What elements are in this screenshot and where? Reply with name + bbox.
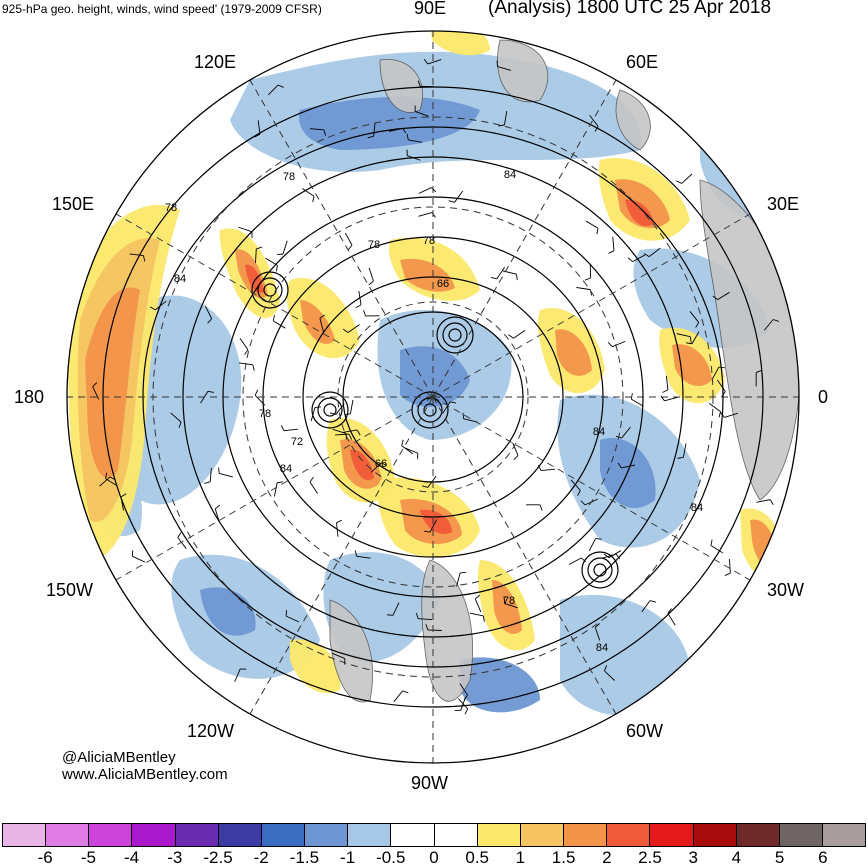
colorbar-tick: 6 (818, 848, 827, 868)
contour-label: 78 (368, 239, 380, 251)
colorbar-tick: 0.5 (465, 848, 489, 868)
colorbar-tick: -2.5 (203, 848, 232, 868)
colorbar-swatch (478, 824, 521, 846)
colorbar-swatch (391, 824, 434, 846)
contour-label: 84 (174, 273, 186, 285)
lon-label-120w: 120W (187, 721, 234, 742)
contour-label: 84 (596, 642, 608, 654)
colorbar-tick: 5 (775, 848, 784, 868)
contour-label: 84 (280, 463, 292, 475)
credit-handle: @AliciaMBentley (62, 749, 176, 766)
credit-website: www.AliciaMBentley.com (62, 766, 228, 783)
colorbar-tick: 1.5 (552, 848, 576, 868)
colorbar-swatch (176, 824, 219, 846)
contour-label: 66 (375, 458, 387, 470)
colorbar-tick: -3 (167, 848, 182, 868)
lon-label-150e: 150E (52, 194, 94, 215)
lon-label-90w: 90W (411, 773, 448, 794)
wind-barb-staff (428, 630, 442, 631)
colorbar-tick: 0 (429, 848, 438, 868)
colorbar-swatch (262, 824, 305, 846)
contour-label: 78 (503, 595, 515, 607)
contour-label: 78 (165, 202, 177, 214)
colorbar-tick: -0.5 (376, 848, 405, 868)
contour-label: 78 (259, 408, 271, 420)
colorbar-tick: 2 (602, 848, 611, 868)
colorbar-swatch (607, 824, 650, 846)
colorbar-tick: -6 (38, 848, 53, 868)
colorbar (2, 823, 866, 847)
polar-map: 84 78 78 78 78 66 84 78 72 66 84 84 84 78 84 (0, 0, 868, 820)
colorbar-ticks: -6 -5 -4 -3 -2.5 -2 -1.5 -1 -0.5 0 0.5 1 1.5 2 2.5 3 4 5 6 (2, 848, 866, 865)
lon-label-180: 180 (14, 387, 44, 408)
colorbar-swatch (89, 824, 132, 846)
colorbar-tick: -1 (340, 848, 355, 868)
wind-barb-flag (460, 572, 466, 573)
lon-label-60e: 60E (626, 52, 658, 73)
lon-label-30e: 30E (767, 194, 799, 215)
colorbar-swatch (694, 824, 737, 846)
lon-label-90e: 90E (414, 0, 446, 19)
contour-label: 78 (423, 235, 435, 247)
contour-label: 84 (504, 169, 516, 181)
colorbar-swatch (219, 824, 262, 846)
wind-barb-flag (315, 407, 321, 408)
lon-label-150w: 150W (46, 580, 93, 601)
colorbar-tick: -5 (81, 848, 96, 868)
colorbar-swatch (780, 824, 823, 846)
colorbar-tick: -4 (124, 848, 139, 868)
colorbar-swatch (305, 824, 348, 846)
colorbar-swatch (132, 824, 175, 846)
colorbar-swatch (46, 824, 89, 846)
lon-label-120e: 120E (194, 52, 236, 73)
contour-label: 84 (593, 426, 605, 438)
contour-label: 66 (437, 278, 449, 290)
contour-label: 78 (283, 171, 295, 183)
chart-title: 925-hPa geo. height, winds, wind speed' … (2, 2, 322, 16)
colorbar-swatch (348, 824, 391, 846)
contour-label: 84 (691, 502, 703, 514)
lon-label-60w: 60W (626, 721, 663, 742)
colorbar-tick: 2.5 (638, 848, 662, 868)
colorbar-tick: 4 (732, 848, 741, 868)
lon-label-30w: 30W (767, 580, 804, 601)
colorbar-swatch (435, 824, 478, 846)
colorbar-swatch (650, 824, 693, 846)
colorbar-swatch (823, 824, 865, 846)
colorbar-tick: 1 (516, 848, 525, 868)
lon-label-0: 0 (818, 387, 828, 408)
valid-time: (Analysis) 1800 UTC 25 Apr 2018 (488, 0, 771, 19)
colorbar-swatch (564, 824, 607, 846)
colorbar-swatch (3, 824, 46, 846)
colorbar-swatch (737, 824, 780, 846)
colorbar-tick: 3 (688, 848, 697, 868)
colorbar-tick: -1.5 (290, 848, 319, 868)
contour-label: 72 (291, 436, 303, 448)
colorbar-tick: -2 (254, 848, 269, 868)
colorbar-swatch (521, 824, 564, 846)
